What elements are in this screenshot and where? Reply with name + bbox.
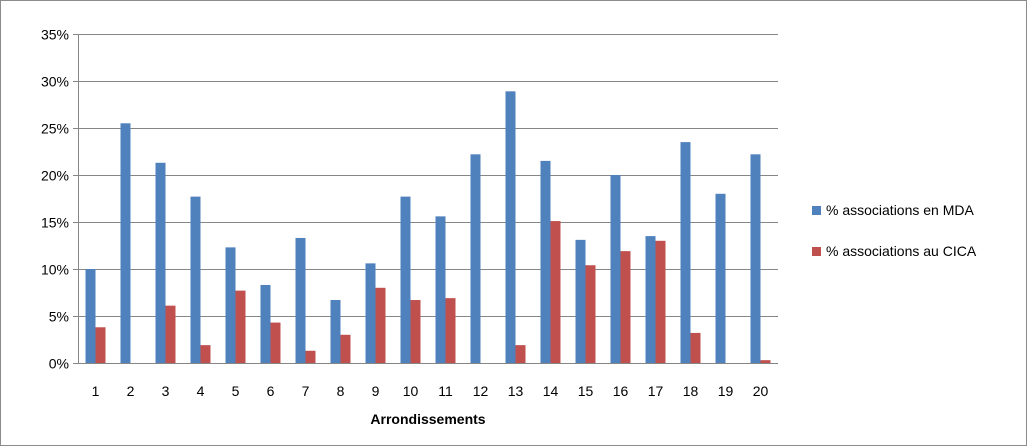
bar-mda xyxy=(540,160,551,363)
x-tick-label: 13 xyxy=(508,383,524,399)
bar-cica xyxy=(235,290,246,363)
bar-cica xyxy=(620,251,631,363)
bar-mda xyxy=(470,154,481,363)
legend-swatch xyxy=(812,247,821,256)
x-tick-label: 6 xyxy=(267,383,275,399)
bar-mda xyxy=(260,284,271,363)
bar-cica xyxy=(95,327,106,363)
bar-cica xyxy=(690,332,701,363)
bar-cica xyxy=(760,360,771,363)
x-axis-ticks: 1 2 3 4 5 6 7 8 9 10 11 12 13 14 15 16 17 18 19 20 xyxy=(92,383,769,399)
bar-cica xyxy=(410,300,421,363)
x-tick-label: 1 xyxy=(92,383,100,399)
x-tick-label: 3 xyxy=(162,383,170,399)
bar-cica xyxy=(445,298,456,363)
x-tick-label: 15 xyxy=(578,383,594,399)
bar-cica xyxy=(585,265,596,363)
x-tick-label: 8 xyxy=(337,383,345,399)
x-tick-label: 14 xyxy=(543,383,559,399)
y-tick-label: 0% xyxy=(49,356,69,372)
legend-label: % associations au CICA xyxy=(826,243,977,259)
bar-mda xyxy=(505,91,516,363)
y-tick-label: 25% xyxy=(41,121,69,137)
bar-mda xyxy=(645,236,656,363)
x-tick-label: 7 xyxy=(302,383,310,399)
y-tick-label: 30% xyxy=(41,74,69,90)
bar-mda xyxy=(400,196,411,363)
bar-cica xyxy=(515,345,526,363)
bar-mda xyxy=(365,263,376,363)
bar-mda xyxy=(120,123,131,363)
x-tick-label: 4 xyxy=(197,383,205,399)
x-axis-title: Arrondissements xyxy=(370,411,485,427)
y-tick-label: 35% xyxy=(41,27,69,43)
bar-cica xyxy=(340,334,351,363)
y-tick-label: 5% xyxy=(49,309,69,325)
y-tick-label: 15% xyxy=(41,215,69,231)
y-tick-label: 20% xyxy=(41,168,69,184)
x-tick-label: 16 xyxy=(613,383,629,399)
x-tick-label: 5 xyxy=(232,383,240,399)
bar-mda xyxy=(85,269,96,363)
bar-mda xyxy=(435,216,446,363)
bar-mda xyxy=(155,162,166,363)
bar-mda xyxy=(330,300,341,363)
bar-cica xyxy=(200,345,211,363)
bar-mda xyxy=(680,142,691,363)
bar-mda xyxy=(295,237,306,363)
x-axis xyxy=(78,34,778,364)
x-tick-label: 9 xyxy=(372,383,380,399)
bar-mda xyxy=(225,247,236,363)
bar-cica xyxy=(550,221,561,363)
x-tick-label: 11 xyxy=(438,383,453,399)
bar-cica xyxy=(270,322,281,363)
y-tick-label: 10% xyxy=(41,262,69,278)
bar-cica xyxy=(305,350,316,363)
bar-cica xyxy=(375,287,386,363)
x-tick-label: 12 xyxy=(473,383,489,399)
bar-cica xyxy=(165,305,176,363)
bar-mda xyxy=(610,175,621,363)
bar-mda xyxy=(750,154,761,363)
bars xyxy=(85,91,771,363)
x-tick-label: 10 xyxy=(403,383,419,399)
x-tick-label: 20 xyxy=(753,383,769,399)
legend-label: % associations en MDA xyxy=(826,202,975,218)
bar-cica xyxy=(655,240,666,363)
x-tick-label: 2 xyxy=(127,383,135,399)
legend-swatch xyxy=(812,206,821,215)
x-tick-label: 19 xyxy=(718,383,734,399)
x-tick-label: 18 xyxy=(683,383,699,399)
bar-mda xyxy=(190,196,201,363)
x-tick-label: 17 xyxy=(648,383,664,399)
bar-mda xyxy=(575,239,586,363)
legend: % associations en MDA % associations au C… xyxy=(812,202,977,259)
y-axis-ticks: 0% 5% 10% 15% 20% 25% 30% 35% xyxy=(41,27,78,372)
bar-mda xyxy=(715,193,726,363)
gridlines xyxy=(78,34,778,317)
